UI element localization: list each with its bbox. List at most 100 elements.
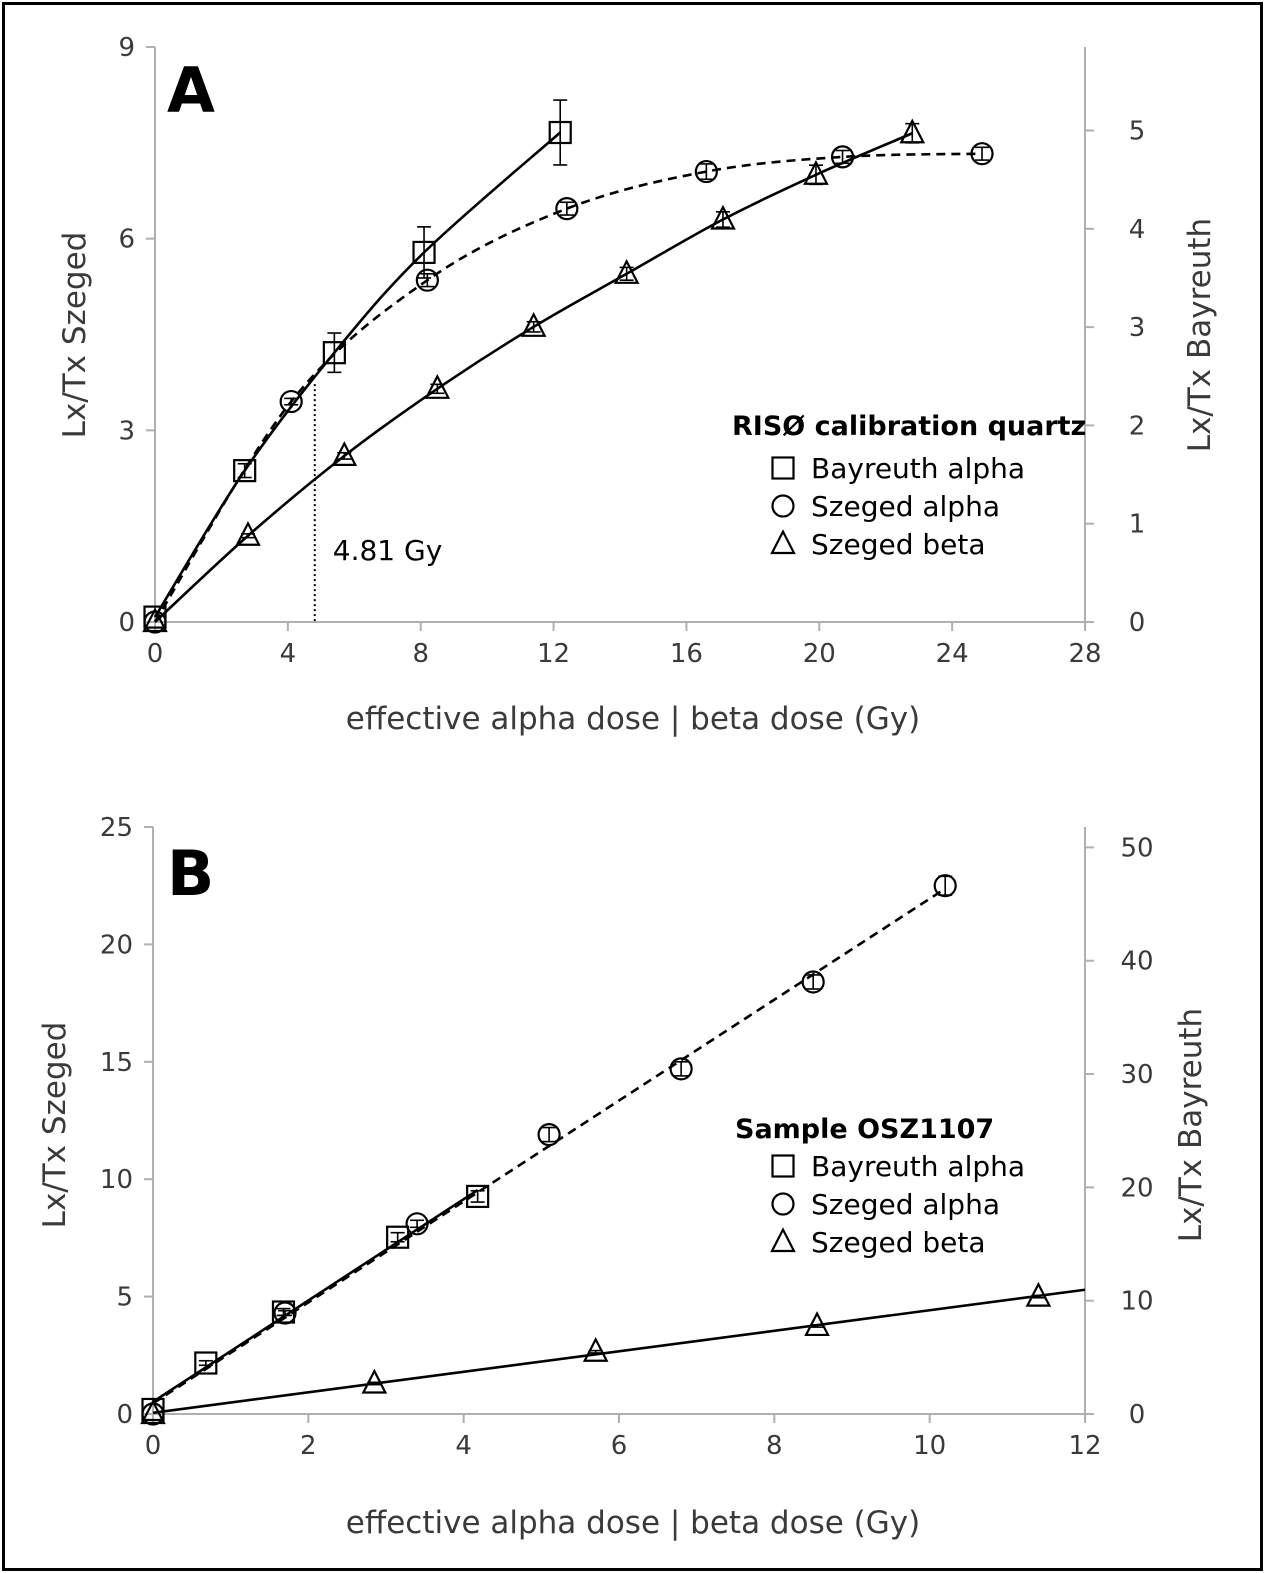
x-tick-label: 4 bbox=[280, 639, 297, 669]
data-point-circle bbox=[830, 145, 855, 169]
y2-tick-label: 0 bbox=[1129, 1400, 1146, 1430]
data-point-circle bbox=[669, 1057, 693, 1081]
y2-tick-label: 1 bbox=[1129, 510, 1146, 540]
data-point-triangle bbox=[613, 258, 640, 284]
y2-tick-label: 0 bbox=[1129, 608, 1146, 638]
x-tick-label: 8 bbox=[766, 1431, 783, 1461]
x-tick-label: 20 bbox=[803, 639, 836, 669]
data-point-circle bbox=[537, 1122, 561, 1147]
data-point-triangle bbox=[424, 373, 451, 399]
legend-marker-circle bbox=[771, 1192, 795, 1216]
data-point-square bbox=[412, 240, 436, 265]
data-point-triangle bbox=[331, 441, 358, 466]
x-tick-label: 28 bbox=[1068, 639, 1101, 669]
data-point-circle bbox=[933, 874, 957, 898]
data-point-square bbox=[386, 1225, 410, 1249]
data-point-square bbox=[466, 1184, 490, 1209]
y2-tick-label: 20 bbox=[1120, 1173, 1153, 1203]
panel-b-chart: 0 2 4 6 8 10 12 0 5 10 15 20 25 0 10 20 30 40 50 B effecti… bbox=[37, 813, 1209, 1541]
x-tick-label: 16 bbox=[670, 639, 703, 669]
panel-a-legend-title: RISØ calibration quartz bbox=[732, 411, 1086, 442]
y2-tick-label: 5 bbox=[1129, 117, 1146, 147]
x-tick-label: 8 bbox=[412, 639, 429, 669]
panel-b-legend: Bayreuth alpha Szeged alpha Szeged beta bbox=[770, 1150, 1025, 1259]
legend-marker-circle bbox=[771, 494, 795, 518]
data-point-circle bbox=[801, 970, 825, 994]
x-tick-label: 12 bbox=[1068, 1431, 1101, 1461]
data-point-square bbox=[322, 341, 346, 365]
y2-tick-label: 30 bbox=[1120, 1060, 1153, 1090]
fit-curve-circle bbox=[153, 152, 983, 623]
x-tick-label: 12 bbox=[537, 639, 570, 669]
data-point-triangle bbox=[520, 312, 547, 337]
legend-entry-label: Szeged beta bbox=[811, 528, 986, 561]
y-tick-label: 0 bbox=[116, 1400, 133, 1430]
legend-entry-label: Bayreuth alpha bbox=[811, 452, 1025, 485]
y-tick-label: 5 bbox=[116, 1283, 133, 1313]
x-tick-label: 6 bbox=[611, 1431, 628, 1461]
y-tick-label: 20 bbox=[100, 930, 133, 960]
y2-tick-label: 50 bbox=[1120, 833, 1153, 863]
data-point-square bbox=[548, 120, 572, 145]
data-point-triangle bbox=[804, 1311, 830, 1337]
legend-entry-label: Szeged alpha bbox=[811, 1188, 1000, 1221]
data-point-circle bbox=[415, 268, 439, 292]
data-point-triangle bbox=[899, 118, 926, 144]
data-point-circle bbox=[970, 142, 994, 166]
panel-b-data-marks bbox=[140, 874, 1052, 1426]
data-point-triangle bbox=[361, 1368, 388, 1394]
y-tick-label: 10 bbox=[100, 1165, 133, 1195]
panel-a-letter: A bbox=[167, 54, 215, 127]
fit-line-square bbox=[152, 1188, 479, 1403]
data-point-circle bbox=[694, 159, 718, 184]
y-tick-label: 6 bbox=[118, 225, 135, 255]
data-point-triangle bbox=[803, 159, 829, 185]
x-tick-label: 24 bbox=[936, 639, 969, 669]
data-point-circle bbox=[555, 197, 579, 221]
y-tick-label: 3 bbox=[118, 416, 135, 446]
x-tick-label: 0 bbox=[147, 639, 164, 669]
y2-tick-label: 2 bbox=[1129, 411, 1146, 441]
data-point-square bbox=[194, 1351, 218, 1375]
legend-entry-label: Szeged beta bbox=[811, 1226, 986, 1259]
y2-tick-label: 3 bbox=[1129, 313, 1146, 343]
x-tick-label: 10 bbox=[913, 1431, 946, 1461]
x-tick-label: 0 bbox=[145, 1431, 162, 1461]
data-point-square bbox=[233, 459, 257, 483]
panel-b-y2-axis-label: Lx/Tx Bayreuth bbox=[1173, 1008, 1209, 1242]
panel-b-legend-title: Sample OSZ1107 bbox=[735, 1114, 994, 1145]
legend-entry-label: Szeged alpha bbox=[811, 490, 1000, 523]
data-point-circle bbox=[279, 389, 303, 414]
panel-a-y-axis-label: Lx/Tx Szeged bbox=[57, 232, 93, 439]
panel-b-axes: 0 2 4 6 8 10 12 0 5 10 15 20 25 0 10 20 30 40 50 bbox=[100, 813, 1154, 1461]
panel-a-y2-axis-label: Lx/Tx Bayreuth bbox=[1182, 218, 1218, 452]
y-tick-label: 15 bbox=[100, 1048, 133, 1078]
x-tick-label: 2 bbox=[300, 1431, 317, 1461]
dose-annotation: 4.81 Gy bbox=[333, 534, 443, 567]
fit-curve-triangle bbox=[154, 132, 913, 623]
data-point-circle bbox=[405, 1212, 429, 1236]
panel-a-x-axis-label: effective alpha dose | beta dose (Gy) bbox=[346, 701, 920, 737]
x-tick-label: 4 bbox=[455, 1431, 472, 1461]
panel-a-legend: Bayreuth alpha Szeged alpha Szeged beta bbox=[770, 452, 1025, 561]
legend-marker-triangle bbox=[770, 529, 796, 555]
legend-marker-square bbox=[771, 456, 795, 480]
y-tick-label: 25 bbox=[100, 813, 133, 843]
data-point-triangle bbox=[710, 204, 736, 230]
y2-tick-label: 10 bbox=[1120, 1287, 1153, 1317]
data-point-triangle bbox=[142, 607, 168, 633]
panel-b-x-axis-label: effective alpha dose | beta dose (Gy) bbox=[346, 1505, 920, 1541]
data-point-circle bbox=[273, 1301, 297, 1325]
y-tick-label: 9 bbox=[118, 33, 135, 63]
y2-tick-label: 4 bbox=[1129, 215, 1146, 245]
panel-b-letter: B bbox=[167, 837, 214, 910]
y-tick-label: 0 bbox=[118, 608, 135, 638]
data-point-triangle bbox=[140, 1399, 166, 1425]
data-point-triangle bbox=[1025, 1281, 1052, 1307]
legend-marker-triangle bbox=[770, 1227, 796, 1253]
legend-marker-square bbox=[771, 1154, 795, 1178]
